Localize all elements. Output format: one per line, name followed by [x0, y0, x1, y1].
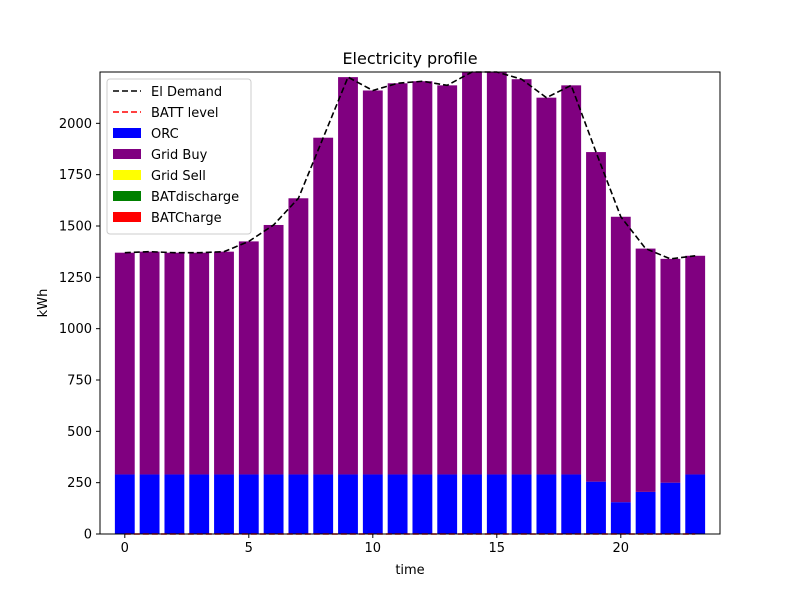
x-tick-label-5: 5: [245, 541, 253, 556]
bar-orc-13: [437, 474, 458, 534]
y-tick-label-1750: 1750: [59, 168, 92, 183]
bar-orc-2: [164, 474, 185, 534]
bar-orc-17: [536, 474, 557, 534]
bar-grid-buy-23: [685, 255, 706, 475]
bar-grid-buy-2: [164, 252, 185, 475]
y-tick-label-2000: 2000: [59, 117, 92, 132]
bar-orc-4: [214, 474, 234, 534]
bar-orc-18: [561, 474, 582, 534]
bar-grid-buy-8: [313, 137, 334, 475]
line-el-demand: [124, 71, 696, 260]
bar-grid-buy-1: [139, 251, 160, 475]
x-axis-label: time: [395, 563, 424, 578]
bar-grid-buy-5: [238, 241, 259, 475]
legend-swatch-batdischarge: [113, 191, 141, 201]
bar-orc-0: [114, 474, 135, 534]
bar-grid-buy-16: [511, 79, 532, 475]
legend: El Demand BATT level ORC Grid Buy Grid Sell B…: [106, 78, 252, 235]
bar-grid-buy-0: [114, 252, 135, 475]
plot-area: [99, 71, 721, 535]
bar-orc-6: [263, 474, 284, 534]
bar-orc-7: [288, 474, 309, 534]
bar-orc-23: [685, 474, 706, 534]
legend-box: [106, 78, 252, 235]
bar-orc-11: [387, 474, 408, 534]
bar-grid-buy-12: [412, 81, 433, 475]
bar-grid-buy-4: [214, 251, 234, 475]
bar-grid-buy-13: [437, 85, 458, 475]
bar-grid-buy-3: [189, 252, 210, 475]
x-tick-label-10: 10: [365, 541, 382, 556]
bars-layer: [114, 72, 706, 534]
bar-grid-buy-9: [338, 77, 358, 475]
chart-title: Electricity profile: [342, 49, 477, 68]
legend-label-orc: ORC: [151, 127, 179, 142]
bar-grid-buy-14: [462, 72, 482, 475]
bar-orc-12: [412, 474, 433, 534]
bar-grid-buy-11: [387, 83, 408, 475]
y-tick-label-1500: 1500: [59, 220, 92, 235]
bar-grid-buy-22: [660, 258, 681, 483]
bar-orc-22: [660, 482, 681, 534]
bar-orc-14: [462, 474, 482, 534]
x-tick-label-15: 15: [489, 541, 506, 556]
y-axis-label: kWh: [36, 289, 51, 318]
x-axis: 0 5 10 15 20: [121, 534, 629, 556]
bar-orc-3: [189, 474, 210, 534]
plot-frame: [99, 71, 721, 535]
legend-label-batt-level: BATT level: [151, 106, 219, 121]
bar-orc-5: [238, 474, 259, 534]
bar-orc-19: [586, 481, 606, 534]
bar-grid-buy-17: [536, 97, 557, 475]
y-tick-label-1250: 1250: [59, 271, 92, 286]
legend-swatch-batcharge: [113, 212, 141, 222]
y-tick-label-500: 500: [67, 425, 92, 440]
legend-label-batcharge: BATCharge: [151, 211, 222, 226]
y-tick-label-0: 0: [84, 528, 92, 543]
bar-orc-15: [486, 474, 507, 534]
y-tick-label-250: 250: [67, 476, 92, 491]
bar-grid-buy-21: [635, 248, 656, 492]
legend-swatch-grid-sell: [113, 170, 141, 180]
legend-swatch-orc: [113, 128, 141, 138]
bar-orc-20: [610, 502, 631, 534]
bar-orc-1: [139, 474, 160, 534]
y-tick-label-1000: 1000: [59, 322, 92, 337]
legend-label-el-demand: El Demand: [151, 85, 222, 100]
bar-grid-buy-6: [263, 224, 284, 475]
legend-label-batdischarge: BATdischarge: [151, 190, 239, 205]
bar-orc-8: [313, 474, 334, 534]
bar-orc-16: [511, 474, 532, 534]
bar-grid-buy-19: [586, 152, 606, 482]
bar-grid-buy-7: [288, 198, 309, 475]
bar-grid-buy-20: [610, 216, 631, 503]
bar-grid-buy-10: [362, 90, 383, 475]
y-axis: 0 250 500 750 1000 1250 1500 1750 2000: [59, 117, 100, 543]
x-tick-label-20: 20: [613, 541, 630, 556]
bar-orc-21: [635, 491, 656, 534]
legend-label-grid-buy: Grid Buy: [151, 148, 208, 163]
legend-label-grid-sell: Grid Sell: [151, 169, 206, 184]
x-tick-label-0: 0: [121, 541, 129, 556]
bar-orc-9: [338, 474, 358, 534]
y-tick-label-750: 750: [67, 374, 92, 389]
bar-orc-10: [362, 474, 383, 534]
bar-grid-buy-18: [561, 85, 582, 475]
bar-grid-buy-15: [486, 72, 507, 475]
legend-swatch-grid-buy: [113, 149, 141, 159]
